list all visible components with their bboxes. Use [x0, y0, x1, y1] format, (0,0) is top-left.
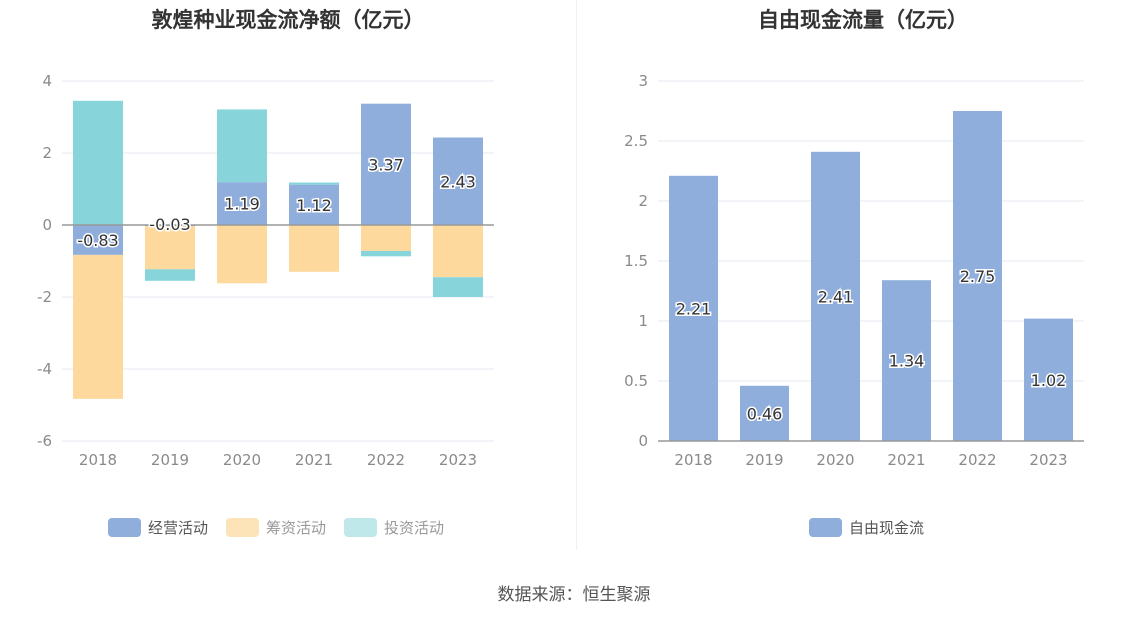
legend-label-investing: 投资活动 — [384, 519, 445, 537]
x-tick-label-right: 2023 — [1029, 451, 1067, 469]
bar-financing — [217, 225, 267, 284]
y-tick-label-left: 4 — [42, 72, 52, 90]
legend-label-operating: 经营活动 — [148, 519, 209, 537]
data-label-free-cash: 2.75 — [960, 267, 996, 286]
data-label-free-cash: 2.21 — [676, 299, 712, 318]
data-label-free-cash: 2.41 — [818, 287, 854, 306]
bar-operating — [73, 225, 123, 255]
bar-financing — [145, 226, 195, 270]
legend-swatch-financing — [226, 518, 260, 537]
data-label-operating: -0.83 — [77, 231, 118, 250]
legend-label-financing: 筹资活动 — [266, 519, 327, 537]
bar-operating — [289, 184, 339, 225]
bar-free-cash — [740, 385, 789, 441]
x-tick-label-left: 2022 — [367, 451, 405, 469]
data-label-operating: 3.37 — [368, 155, 404, 174]
y-tick-label-left: -4 — [37, 360, 52, 378]
bar-free-cash — [1024, 318, 1073, 441]
y-tick-label-right: 1 — [638, 312, 648, 330]
legend-item-investing[interactable]: 投资活动 — [344, 517, 444, 538]
y-tick-label-right: 0 — [638, 432, 648, 450]
x-tick-label-left: 2018 — [79, 451, 117, 469]
bar-investing — [433, 277, 483, 297]
legend-item-operating[interactable]: 经营活动 — [108, 517, 208, 538]
bar-investing — [289, 182, 339, 185]
data-label-operating: 1.12 — [296, 196, 332, 215]
bar-free-cash — [811, 151, 860, 442]
y-tick-label-left: -6 — [37, 432, 52, 450]
bar-free-cash — [669, 175, 718, 442]
bar-investing — [145, 269, 195, 281]
y-tick-label-right: 2 — [638, 192, 648, 210]
bar-financing — [73, 254, 123, 399]
y-tick-label-right: 0.5 — [624, 372, 648, 390]
bar-financing — [361, 225, 411, 251]
x-tick-label-right: 2018 — [674, 451, 712, 469]
data-label-free-cash: 1.34 — [889, 352, 925, 371]
bar-investing — [361, 250, 411, 257]
data-label-free-cash: 0.46 — [747, 404, 783, 423]
legend-cashflow: 经营活动 筹资活动 投资活动 — [108, 517, 462, 538]
x-tick-label-left: 2020 — [223, 451, 261, 469]
x-tick-label-left: 2019 — [151, 451, 189, 469]
bar-operating — [217, 182, 267, 225]
data-label-operating: 1.19 — [224, 195, 260, 214]
legend-swatch-free-cash — [809, 518, 842, 537]
y-tick-label-left: 2 — [42, 144, 52, 162]
bar-free-cash — [882, 280, 931, 441]
x-tick-label-right: 2019 — [745, 451, 783, 469]
data-label-free-cash: 1.02 — [1031, 371, 1067, 390]
chart-title-cashflow: 敦煌种业现金流净额（亿元） — [151, 8, 425, 32]
y-tick-label-right: 3 — [638, 72, 648, 90]
x-tick-label-right: 2021 — [887, 451, 925, 469]
legend-label-free-cash: 自由现金流 — [849, 519, 925, 537]
data-label-operating: -0.03 — [149, 215, 190, 234]
x-tick-label-right: 2020 — [816, 451, 854, 469]
source-note: 数据来源：恒生聚源 — [497, 585, 651, 605]
y-tick-label-left: -2 — [37, 288, 52, 306]
x-tick-label-left: 2023 — [439, 451, 477, 469]
bar-operating — [433, 137, 483, 225]
x-tick-label-right: 2022 — [958, 451, 996, 469]
legend-free-cashflow: 自由现金流 — [809, 517, 942, 538]
y-tick-label-right: 2.5 — [624, 132, 648, 150]
legend-swatch-operating — [108, 518, 141, 537]
panel-divider — [576, 0, 577, 550]
legend-swatch-investing — [344, 518, 378, 537]
x-tick-label-left: 2021 — [295, 451, 333, 469]
legend-item-financing[interactable]: 筹资活动 — [226, 517, 326, 538]
y-tick-label-left: 0 — [42, 216, 52, 234]
bar-investing — [217, 109, 267, 183]
chart-title-free-cashflow: 自由现金流量（亿元） — [758, 8, 968, 32]
y-tick-label-right: 1.5 — [624, 252, 648, 270]
bar-free-cash — [953, 111, 1002, 441]
data-label-operating: 2.43 — [440, 172, 476, 191]
bar-investing — [73, 100, 123, 225]
bar-operating — [361, 103, 411, 225]
bar-financing — [433, 225, 483, 278]
bar-financing — [289, 225, 339, 272]
legend-item-free-cash[interactable]: 自由现金流 — [809, 517, 924, 538]
